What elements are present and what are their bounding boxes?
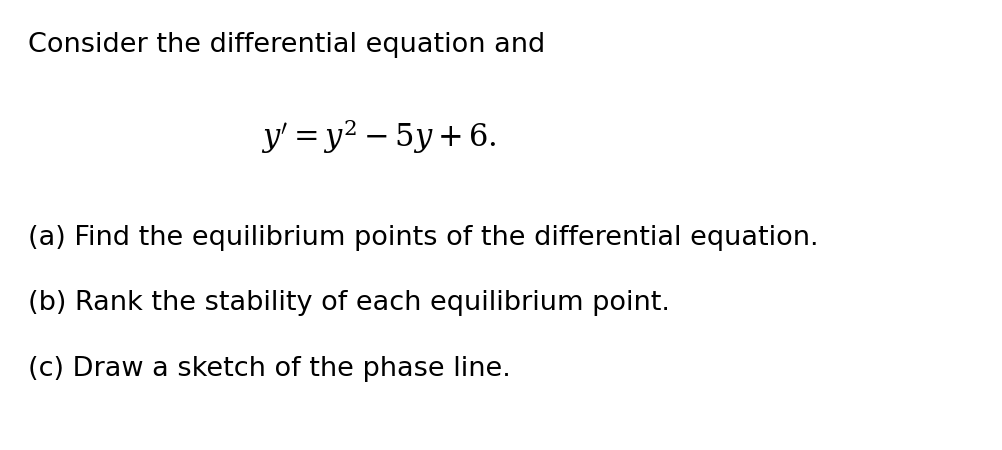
Text: (b) Rank the stability of each equilibrium point.: (b) Rank the stability of each equilibri… [28,290,669,316]
Text: (c) Draw a sketch of the phase line.: (c) Draw a sketch of the phase line. [28,356,510,382]
Text: $y' = y^2 - 5y + 6.$: $y' = y^2 - 5y + 6.$ [261,117,496,156]
Text: Consider the differential equation and: Consider the differential equation and [28,32,545,58]
Text: (a) Find the equilibrium points of the differential equation.: (a) Find the equilibrium points of the d… [28,225,818,251]
